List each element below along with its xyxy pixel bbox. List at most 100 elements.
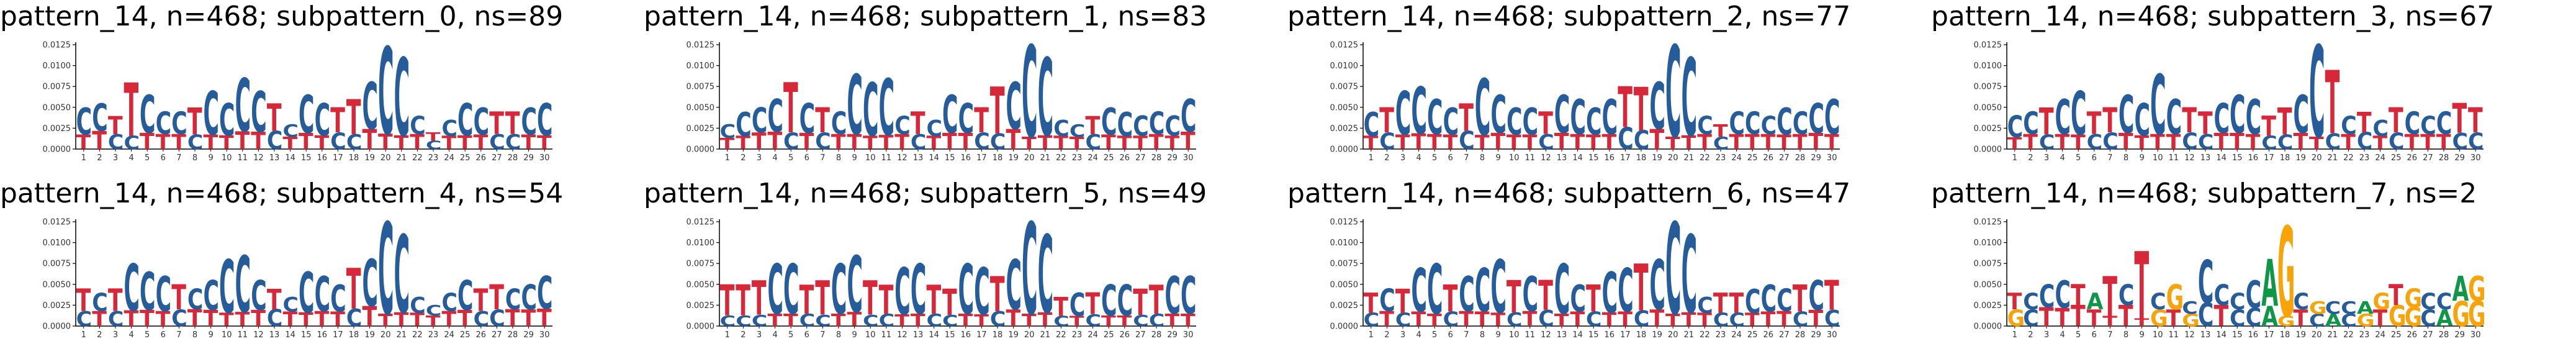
logo-letter: C xyxy=(521,100,536,143)
logo-letter: C xyxy=(815,129,831,155)
logo-letter: T xyxy=(378,130,393,155)
letter-c: C xyxy=(783,251,799,330)
y-tick-label: 0.0025 xyxy=(1330,124,1359,134)
letter-c: C xyxy=(505,283,521,316)
x-tick-label: 12 xyxy=(897,330,907,340)
logo-letter: C xyxy=(974,129,989,155)
logo-letter: T xyxy=(1634,252,1649,327)
letter-c: C xyxy=(299,261,315,326)
x-tick-label: 21 xyxy=(1040,330,1051,340)
letter-t: T xyxy=(282,134,297,153)
logo-letter: C xyxy=(2023,289,2038,315)
letter-c: C xyxy=(2246,90,2262,146)
letter-t: T xyxy=(1085,287,1100,322)
letter-c: C xyxy=(926,116,942,142)
x-tick-label: 15 xyxy=(301,330,312,340)
letter-c: C xyxy=(1824,306,1840,332)
logo-letter: A xyxy=(2261,301,2278,333)
logo-letter: C xyxy=(299,261,315,326)
letter-t: T xyxy=(1777,130,1791,154)
letter-g: G xyxy=(2277,202,2295,345)
logo-letter: C xyxy=(1364,105,1379,144)
logo-letter: C xyxy=(942,85,958,146)
logo-letter: T xyxy=(394,309,409,330)
logo-letter: T xyxy=(2309,134,2324,153)
x-tick-label: 30 xyxy=(1183,153,1194,163)
logo-letter: T xyxy=(2134,132,2149,153)
logo-letter: C xyxy=(2420,289,2436,315)
logo-letter: C xyxy=(171,106,187,142)
letter-c: C xyxy=(847,58,862,154)
letter-t: T xyxy=(1586,277,1601,320)
letter-c: C xyxy=(2198,247,2213,317)
logo-letter: T xyxy=(76,283,91,319)
logo-letter: T xyxy=(926,277,941,324)
logo-letter: T xyxy=(1490,129,1505,155)
y-tick-label: 0.0100 xyxy=(43,61,71,71)
x-tick-label: 6 xyxy=(804,153,809,163)
logo-letter: C xyxy=(1395,309,1411,330)
x-tick-label: 13 xyxy=(1557,153,1567,163)
logo-letter: C xyxy=(1602,90,1618,146)
logo-letter: T xyxy=(537,304,552,332)
letter-c: C xyxy=(1490,245,1506,330)
logo-letter: T xyxy=(1649,124,1664,156)
letter-c: C xyxy=(1682,214,1697,338)
x-tick-label: 19 xyxy=(364,330,375,340)
logo-letter: C xyxy=(2293,85,2308,146)
logo-letter: C xyxy=(1164,266,1180,326)
letter-c: C xyxy=(2436,289,2452,315)
letter-t: T xyxy=(1729,130,1744,155)
logo-letter: C xyxy=(1697,293,1713,319)
letter-c: C xyxy=(394,214,410,338)
logo-letter: T xyxy=(315,132,330,153)
x-tick-label: 5 xyxy=(788,153,793,163)
y-tick-label: 0.0125 xyxy=(1974,41,2002,50)
letter-c: C xyxy=(362,248,377,322)
logo-letter: T xyxy=(736,132,750,153)
logo-letter: C xyxy=(2436,106,2452,142)
letter-t: T xyxy=(1459,96,1474,140)
logo-letter: T xyxy=(783,70,798,149)
letter-t: T xyxy=(847,130,862,155)
logo-letter: C xyxy=(124,132,139,154)
x-tick-label: 18 xyxy=(2280,330,2290,340)
x-tick-label: 26 xyxy=(1763,153,1774,163)
x-tick-label: 28 xyxy=(508,330,518,340)
logo-letter: C xyxy=(2341,298,2356,318)
letter-c: C xyxy=(108,130,124,155)
letter-g: G xyxy=(2166,278,2184,318)
logo-letter: T xyxy=(1554,311,1569,330)
letter-c: C xyxy=(1459,125,1474,155)
logo-letter: C xyxy=(267,125,282,155)
logo-letter: C xyxy=(767,251,783,330)
logo-letter: T xyxy=(92,125,107,155)
logo-letter: C xyxy=(2213,96,2229,143)
logo-letter: T xyxy=(1411,307,1426,331)
logo-letter: T xyxy=(2213,129,2228,155)
logo-letter: C xyxy=(2436,289,2452,315)
letter-t: T xyxy=(2293,129,2308,155)
logo-letter: C xyxy=(1761,277,1777,320)
x-tick-label: 23 xyxy=(1072,153,1083,163)
letter-c: C xyxy=(1070,287,1085,324)
logo-letter: T xyxy=(1085,111,1100,140)
logo-letter: T xyxy=(394,132,409,153)
x-tick-label: 9 xyxy=(1495,153,1500,163)
x-tick-label: 1 xyxy=(2012,153,2017,163)
logo-letter: C xyxy=(474,307,490,332)
x-tick-label: 12 xyxy=(2184,330,2195,340)
logo-letter: T xyxy=(1006,124,1020,156)
logo-letter: T xyxy=(267,96,282,140)
x-tick-label: 30 xyxy=(1183,330,1194,340)
x-tick-label: 22 xyxy=(1700,153,1710,163)
letter-t: T xyxy=(1793,130,1808,155)
letter-t: T xyxy=(2023,130,2038,155)
x-tick-label: 19 xyxy=(364,153,375,163)
logo-letter: T xyxy=(1070,134,1084,153)
letter-c: C xyxy=(1038,37,1053,161)
letter-c: C xyxy=(1523,267,1539,323)
x-tick-label: 19 xyxy=(1008,153,1019,163)
x-tick-label: 4 xyxy=(2060,330,2065,340)
x-tick-label: 22 xyxy=(1056,330,1066,340)
